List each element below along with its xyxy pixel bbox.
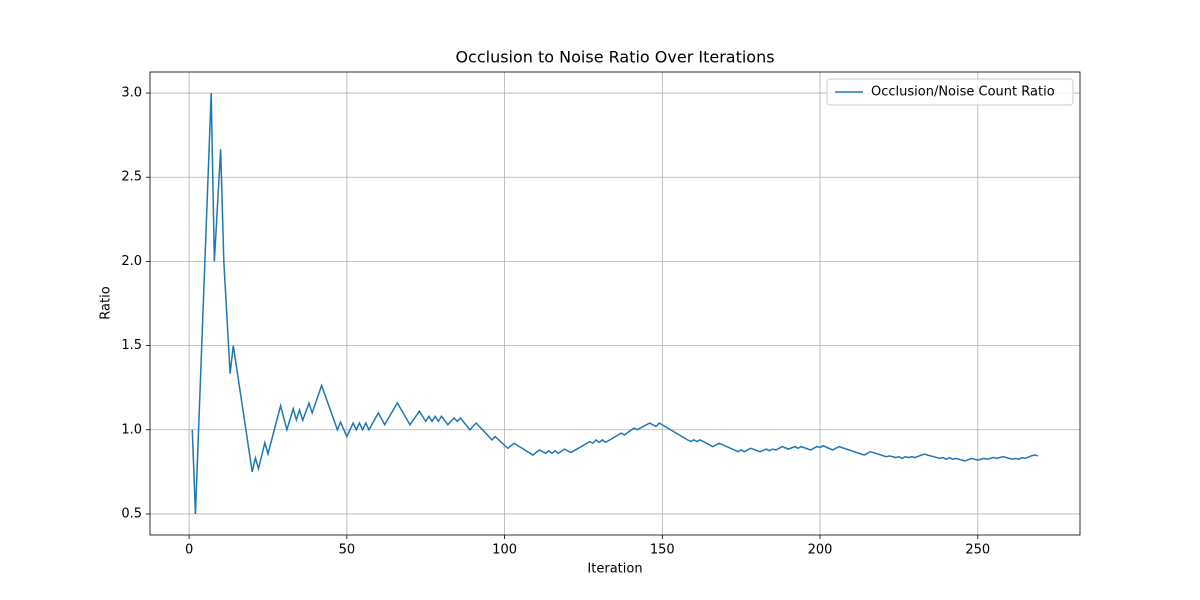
x-tick-label: 0 [185,543,193,558]
legend-box [826,78,1074,106]
x-tick-label: 200 [808,543,833,558]
y-tick-label: 3.0 [121,86,142,101]
chart-title: Occlusion to Noise Ratio Over Iterations [455,48,774,67]
y-tick-label: 1.0 [121,422,142,437]
y-tick-label: 0.5 [121,506,142,521]
data-line [191,93,1038,514]
x-tick-label: 100 [492,543,517,558]
y-tick-label: 2.5 [121,170,142,185]
legend-label: Occlusion/Noise Count Ratio [871,85,1055,100]
y-tick-label: 2.0 [121,254,142,269]
plot-frame [149,71,1081,536]
x-axis-label: Iteration [587,562,642,577]
x-tick-label: 150 [650,543,675,558]
x-tick-label: 50 [339,543,356,558]
x-tick-label: 250 [965,543,990,558]
y-axis-label: Ratio [99,286,114,319]
y-tick-label: 1.5 [121,338,142,353]
